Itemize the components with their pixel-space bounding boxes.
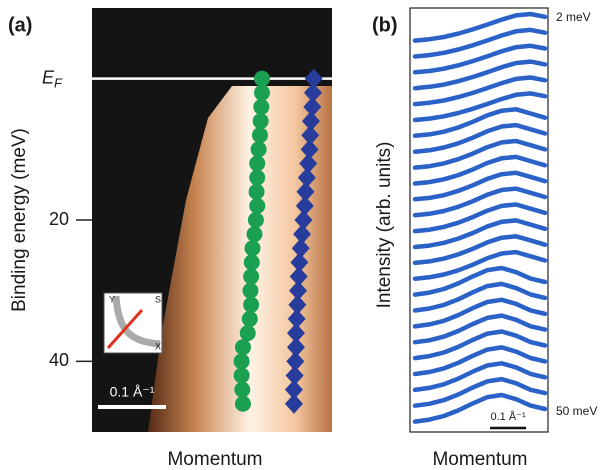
- diamond-marker: [304, 68, 323, 89]
- circle-marker: [234, 381, 251, 398]
- circle-marker: [243, 296, 260, 313]
- circle-marker: [253, 98, 270, 115]
- curve: [412, 186, 548, 218]
- circle-marker: [233, 353, 250, 370]
- curve: [412, 27, 548, 59]
- diamond-marker: [293, 224, 312, 245]
- diamond-marker: [289, 280, 308, 301]
- diamond-marker: [288, 294, 307, 315]
- circle-marker: [249, 197, 266, 214]
- curve: [412, 329, 548, 361]
- y-tick-label: 40: [49, 350, 69, 370]
- annotation: 2 meV: [556, 10, 591, 24]
- curve: [412, 91, 548, 123]
- circle-marker: [239, 325, 256, 342]
- panel-label: (a): [8, 14, 32, 36]
- y-tick-label: 20: [49, 209, 69, 229]
- diamond-marker: [294, 210, 313, 230]
- annotation: 50 meV: [556, 404, 597, 418]
- curve: [412, 218, 548, 250]
- diamond-marker: [301, 111, 320, 132]
- circle-marker: [249, 155, 266, 172]
- circle-marker: [250, 141, 267, 158]
- curve: [412, 313, 548, 345]
- inset: [103, 292, 163, 354]
- circle-marker: [254, 84, 270, 101]
- diamond-marker: [287, 323, 305, 344]
- curve: [412, 202, 548, 234]
- diamond-marker: [284, 393, 303, 414]
- curve: [412, 249, 548, 281]
- diamond-marker: [296, 181, 315, 202]
- diamond-marker: [295, 195, 314, 216]
- curve: [412, 234, 548, 266]
- diamond-marker: [286, 351, 305, 372]
- inset-label: S: [155, 294, 161, 304]
- curve: [412, 154, 548, 186]
- diamond-marker: [287, 337, 305, 358]
- curve: [412, 59, 548, 91]
- intensity-map: [148, 86, 332, 432]
- curve: [412, 281, 548, 313]
- circle-marker: [243, 254, 260, 271]
- curve: [412, 75, 548, 107]
- inset-label: X: [155, 341, 161, 351]
- circle-marker: [233, 367, 250, 384]
- diamond-marker: [299, 153, 318, 174]
- y-tick-label: EF: [42, 67, 63, 91]
- circle-marker: [241, 310, 258, 327]
- circle-marker: [249, 169, 266, 186]
- x-axis-label: Momentum: [167, 449, 262, 470]
- diamond-marker: [301, 125, 320, 146]
- circle-marker: [248, 183, 265, 200]
- scale-bar: [98, 405, 166, 409]
- diamond-marker: [297, 167, 316, 188]
- scale-bar-label: 0.1 Å⁻¹: [110, 384, 155, 400]
- curve: [412, 297, 548, 329]
- circle-marker: [251, 127, 268, 144]
- circle-marker: [246, 226, 263, 243]
- y-axis-label: Binding energy (meV): [9, 128, 30, 312]
- circle-marker: [234, 395, 251, 412]
- diamond-marker: [300, 139, 319, 160]
- curve: [412, 376, 548, 408]
- diamond-marker: [285, 365, 304, 386]
- diamond-marker: [304, 82, 322, 103]
- cut-line: [106, 308, 144, 350]
- panel-label: (b): [372, 14, 398, 36]
- diamond-marker: [291, 238, 310, 259]
- circle-marker: [254, 70, 270, 87]
- fermi-surface: [112, 295, 161, 348]
- circle-marker: [252, 113, 269, 130]
- diamond-marker: [287, 308, 306, 329]
- circle-marker: [247, 212, 264, 228]
- y-axis-label: Intensity (arb. units): [374, 142, 395, 309]
- curve: [412, 138, 548, 170]
- curve: [412, 392, 548, 424]
- diamond-marker: [284, 379, 303, 400]
- curve: [412, 361, 548, 393]
- circle-marker: [243, 268, 260, 285]
- x-axis-label: Momentum: [432, 449, 527, 470]
- curve: [412, 345, 548, 377]
- diamond-marker: [290, 252, 309, 273]
- curve: [412, 43, 548, 75]
- curve: [412, 170, 548, 202]
- diamond-marker: [303, 96, 322, 117]
- circle-marker: [242, 282, 259, 299]
- curve: [412, 11, 548, 43]
- diamond-marker: [289, 266, 308, 287]
- circle-marker: [234, 339, 251, 356]
- curve: [412, 122, 548, 154]
- inset-label: Y: [109, 294, 115, 304]
- circle-marker: [244, 240, 261, 257]
- curve: [412, 107, 548, 139]
- curve: [412, 265, 548, 297]
- scale-bar-label: 0.1 Å⁻¹: [490, 410, 525, 423]
